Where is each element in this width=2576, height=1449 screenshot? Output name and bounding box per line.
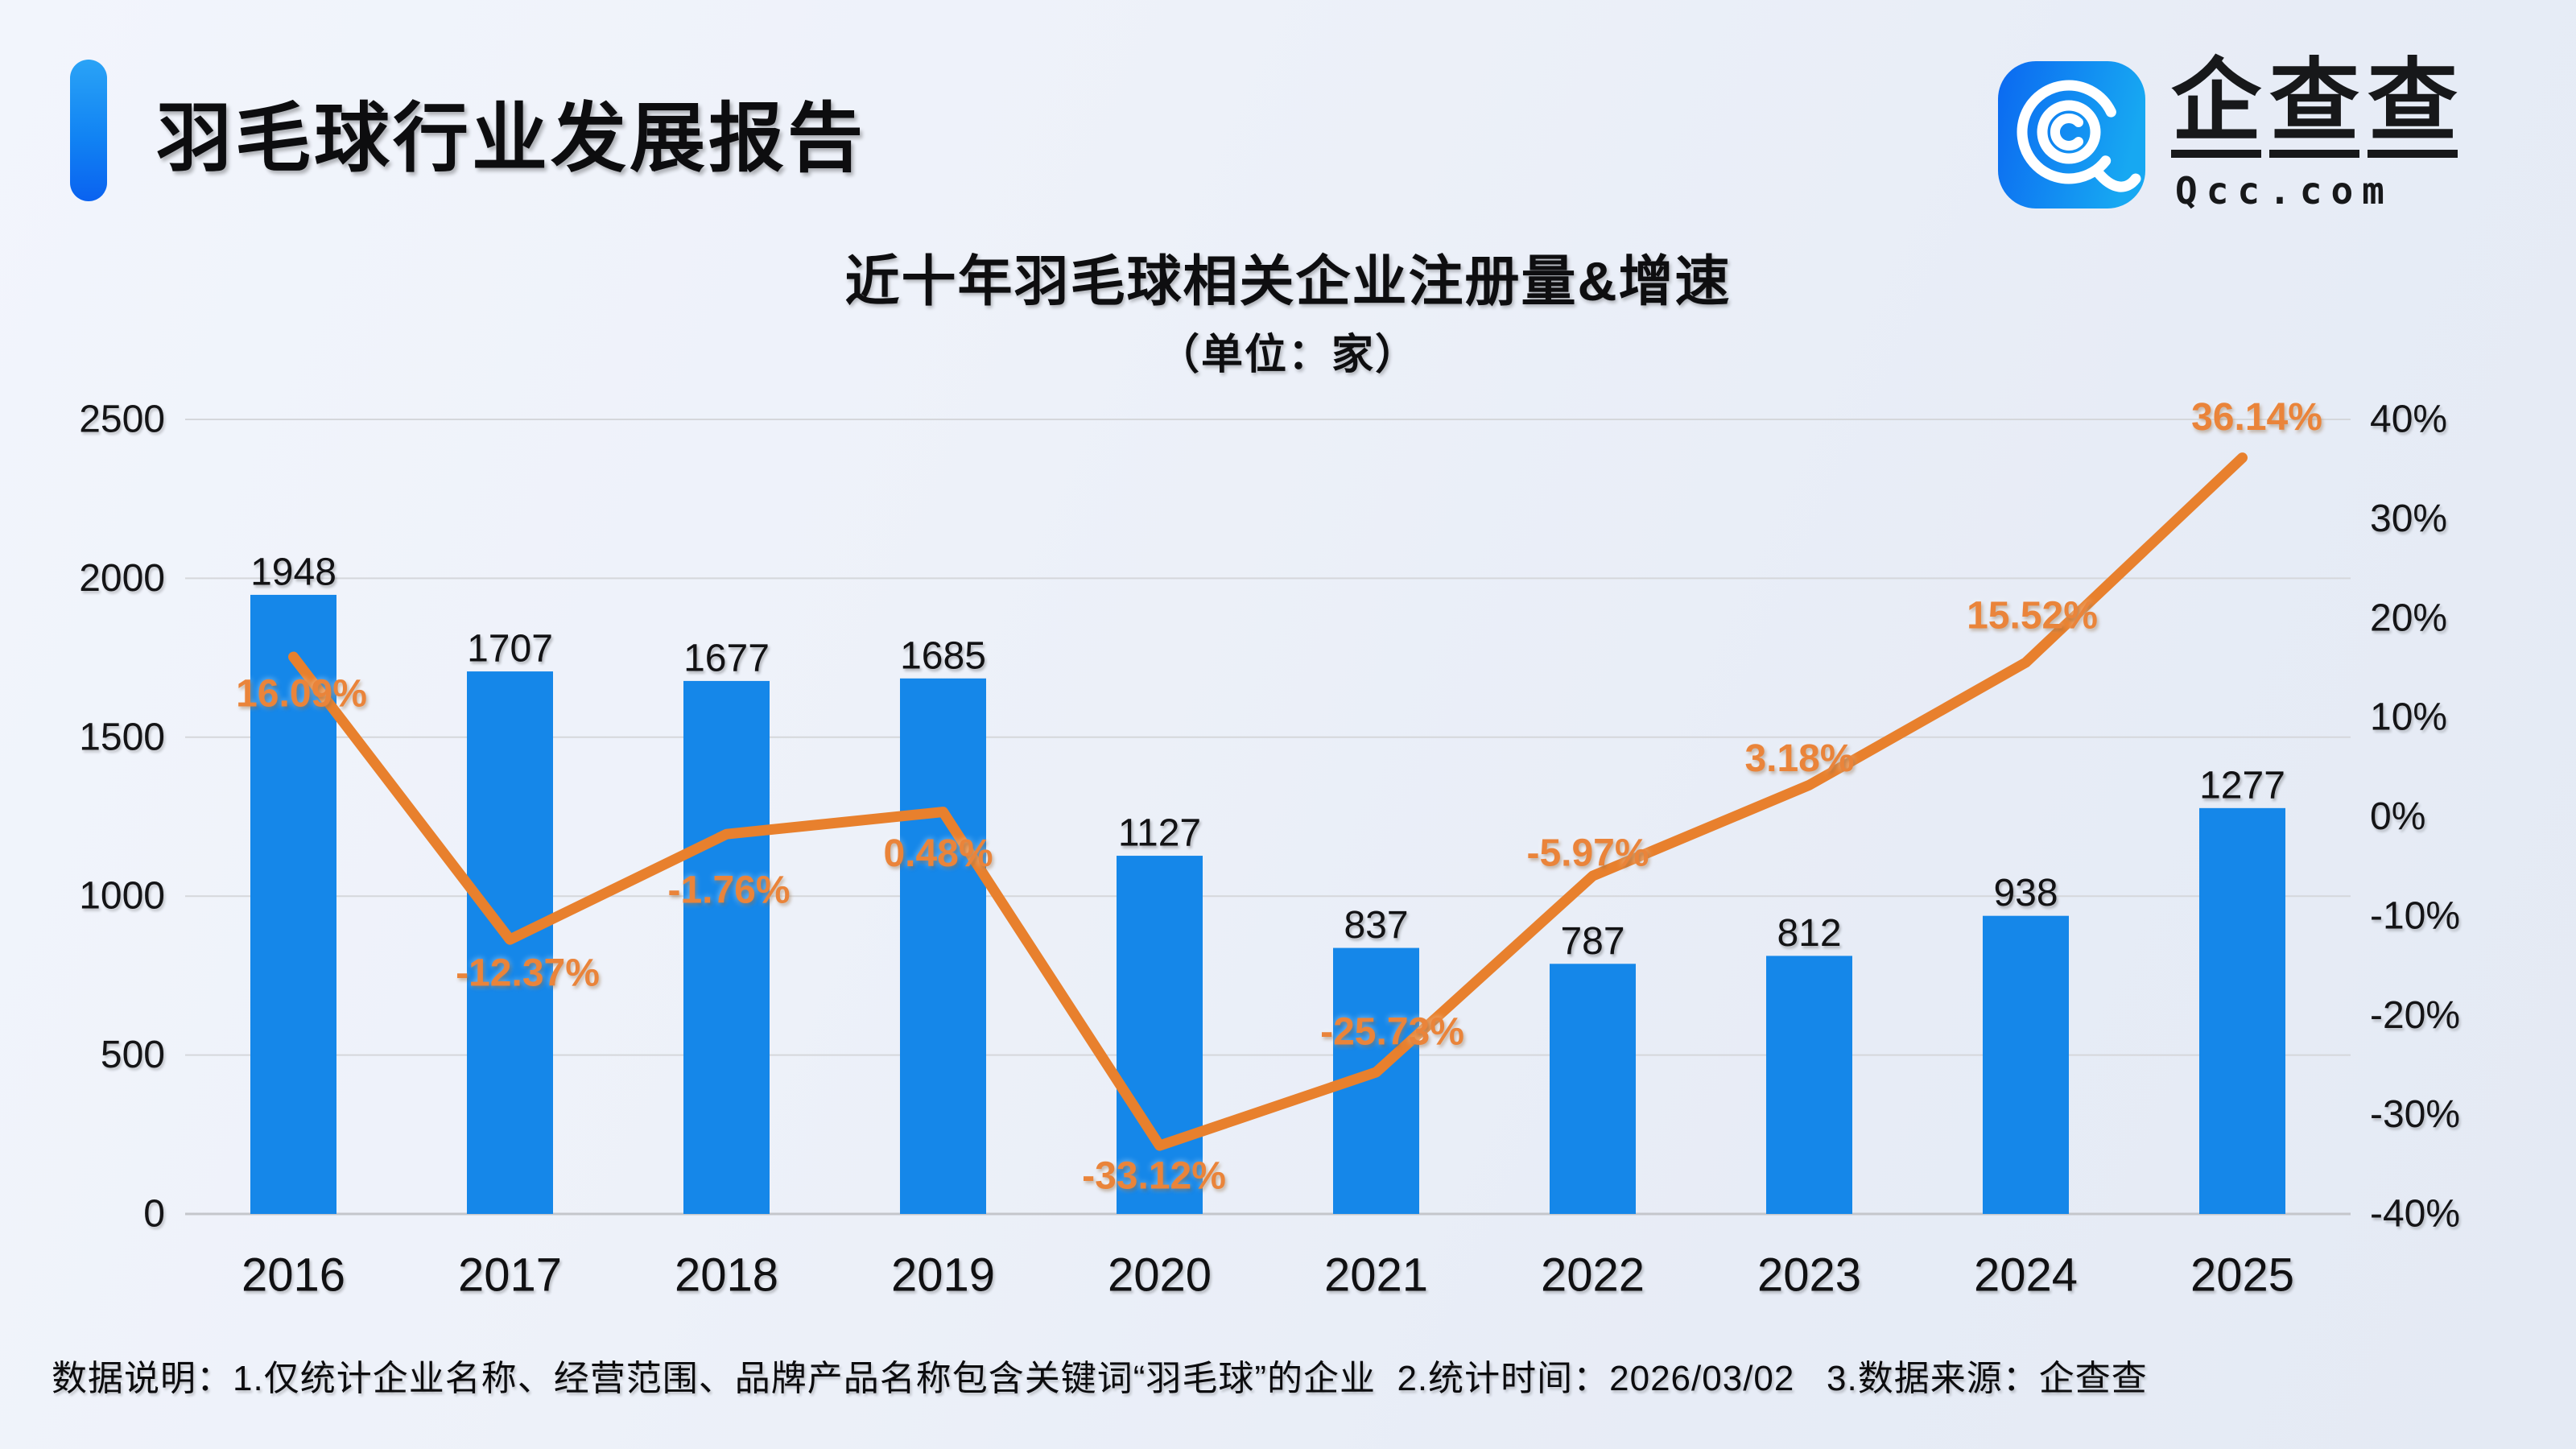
right-axis-tick: -40% [2370,1193,2460,1236]
x-axis-year-label: 2024 [1974,1249,2078,1302]
bar-2019 [900,678,986,1214]
left-axis-tick: 0 [143,1193,165,1236]
left-axis-tick: 500 [101,1034,165,1076]
brand-char: 查 [2269,56,2359,158]
x-axis-year-label: 2017 [458,1249,562,1302]
bar-2022 [1550,964,1636,1214]
right-axis-tick: -20% [2370,994,2460,1037]
right-axis-tick: -10% [2370,894,2460,937]
title-accent-bar [70,60,107,201]
bar-2018 [683,680,770,1214]
header: 羽毛球行业发展报告 企查查 Qcc.com [0,0,2576,266]
bar-value-label: 1948 [250,551,336,593]
bar-2025 [2199,807,2285,1214]
left-axis-tick: 2500 [79,398,165,441]
left-axis-tick: 1500 [79,716,165,758]
chart-title: 近十年羽毛球相关企业注册量&增速 [844,251,1732,312]
growth-value-label: 0.48% [883,832,993,875]
right-axis-tick: 10% [2370,696,2447,739]
brand-text: 企查查 [2171,56,2458,158]
growth-value-label: -1.76% [667,869,790,912]
x-axis-year-label: 2023 [1757,1249,1861,1302]
growth-value-label: 3.18% [1744,737,1854,780]
x-axis-year-label: 2016 [242,1249,345,1302]
chart-subtitle: （单位：家） [1157,332,1418,378]
qcc-logo-icon [1998,61,2145,208]
growth-value-label: -12.37% [456,952,600,995]
qcc-logo: 企查查 Qcc.com [1998,56,2513,222]
growth-value-label: -33.12% [1082,1155,1226,1198]
x-axis-year-label: 2025 [2190,1249,2294,1302]
left-axis-tick: 2000 [79,557,165,600]
x-axis-year-label: 2019 [891,1249,995,1302]
bar-value-label: 1677 [683,637,770,679]
bar-value-label: 812 [1777,912,1841,955]
bar-value-label: 1685 [900,634,986,677]
bar-value-label: 938 [1993,872,2058,914]
growth-value-label: 36.14% [2191,396,2322,439]
bar-value-label: 1277 [2199,764,2285,807]
left-axis-tick: 1000 [79,875,165,918]
brand-char: 企 [2171,56,2261,158]
page-title: 羽毛球行业发展报告 [156,96,867,180]
bar-value-label: 1127 [1118,812,1201,855]
right-axis-tick: -30% [2370,1093,2460,1136]
x-axis-year-label: 2018 [675,1249,778,1302]
bar-value-label: 837 [1344,904,1408,947]
right-axis-tick: 0% [2370,795,2425,838]
bar-2020 [1117,856,1203,1214]
bar-2023 [1766,956,1852,1214]
growth-line [288,452,2248,1151]
growth-value-label: -25.73% [1320,1010,1464,1053]
bar-value-label: 1707 [467,628,553,671]
right-axis-tick: 20% [2370,597,2447,639]
right-axis-tick: 40% [2370,398,2447,441]
growth-value-label: -5.97% [1526,832,1649,875]
bar-value-label: 787 [1560,920,1624,963]
data-notes: 数据说明：1.仅统计企业名称、经营范围、品牌产品名称包含关键词“羽毛球”的企业 … [52,1359,2148,1398]
x-axis-year-label: 2020 [1108,1249,1212,1302]
x-axis-year-label: 2022 [1541,1249,1645,1302]
right-axis-tick: 30% [2370,497,2447,540]
growth-value-label: 16.09% [236,672,367,715]
brand-char: 查 [2368,56,2458,158]
brand-domain: Qcc.com [2175,169,2393,213]
growth-value-label: 15.52% [1967,595,2098,638]
bar-2024 [1983,915,2069,1214]
x-axis-year-label: 2021 [1324,1249,1428,1302]
